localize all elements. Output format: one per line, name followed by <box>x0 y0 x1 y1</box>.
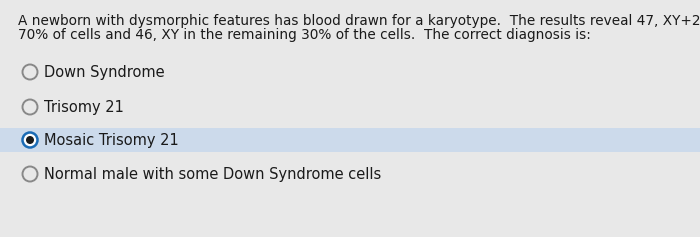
Circle shape <box>26 136 34 144</box>
Circle shape <box>22 132 38 147</box>
Circle shape <box>22 64 38 79</box>
Text: Mosaic Trisomy 21: Mosaic Trisomy 21 <box>44 132 178 147</box>
Text: 70% of cells and 46, XY in the remaining 30% of the cells.  The correct diagnosi: 70% of cells and 46, XY in the remaining… <box>18 28 591 42</box>
Text: Normal male with some Down Syndrome cells: Normal male with some Down Syndrome cell… <box>44 167 382 182</box>
Text: Down Syndrome: Down Syndrome <box>44 64 164 79</box>
Text: Trisomy 21: Trisomy 21 <box>44 100 124 114</box>
Text: A newborn with dysmorphic features has blood drawn for a karyotype.  The results: A newborn with dysmorphic features has b… <box>18 14 700 28</box>
Circle shape <box>22 100 38 114</box>
Circle shape <box>22 167 38 182</box>
FancyBboxPatch shape <box>0 128 700 152</box>
